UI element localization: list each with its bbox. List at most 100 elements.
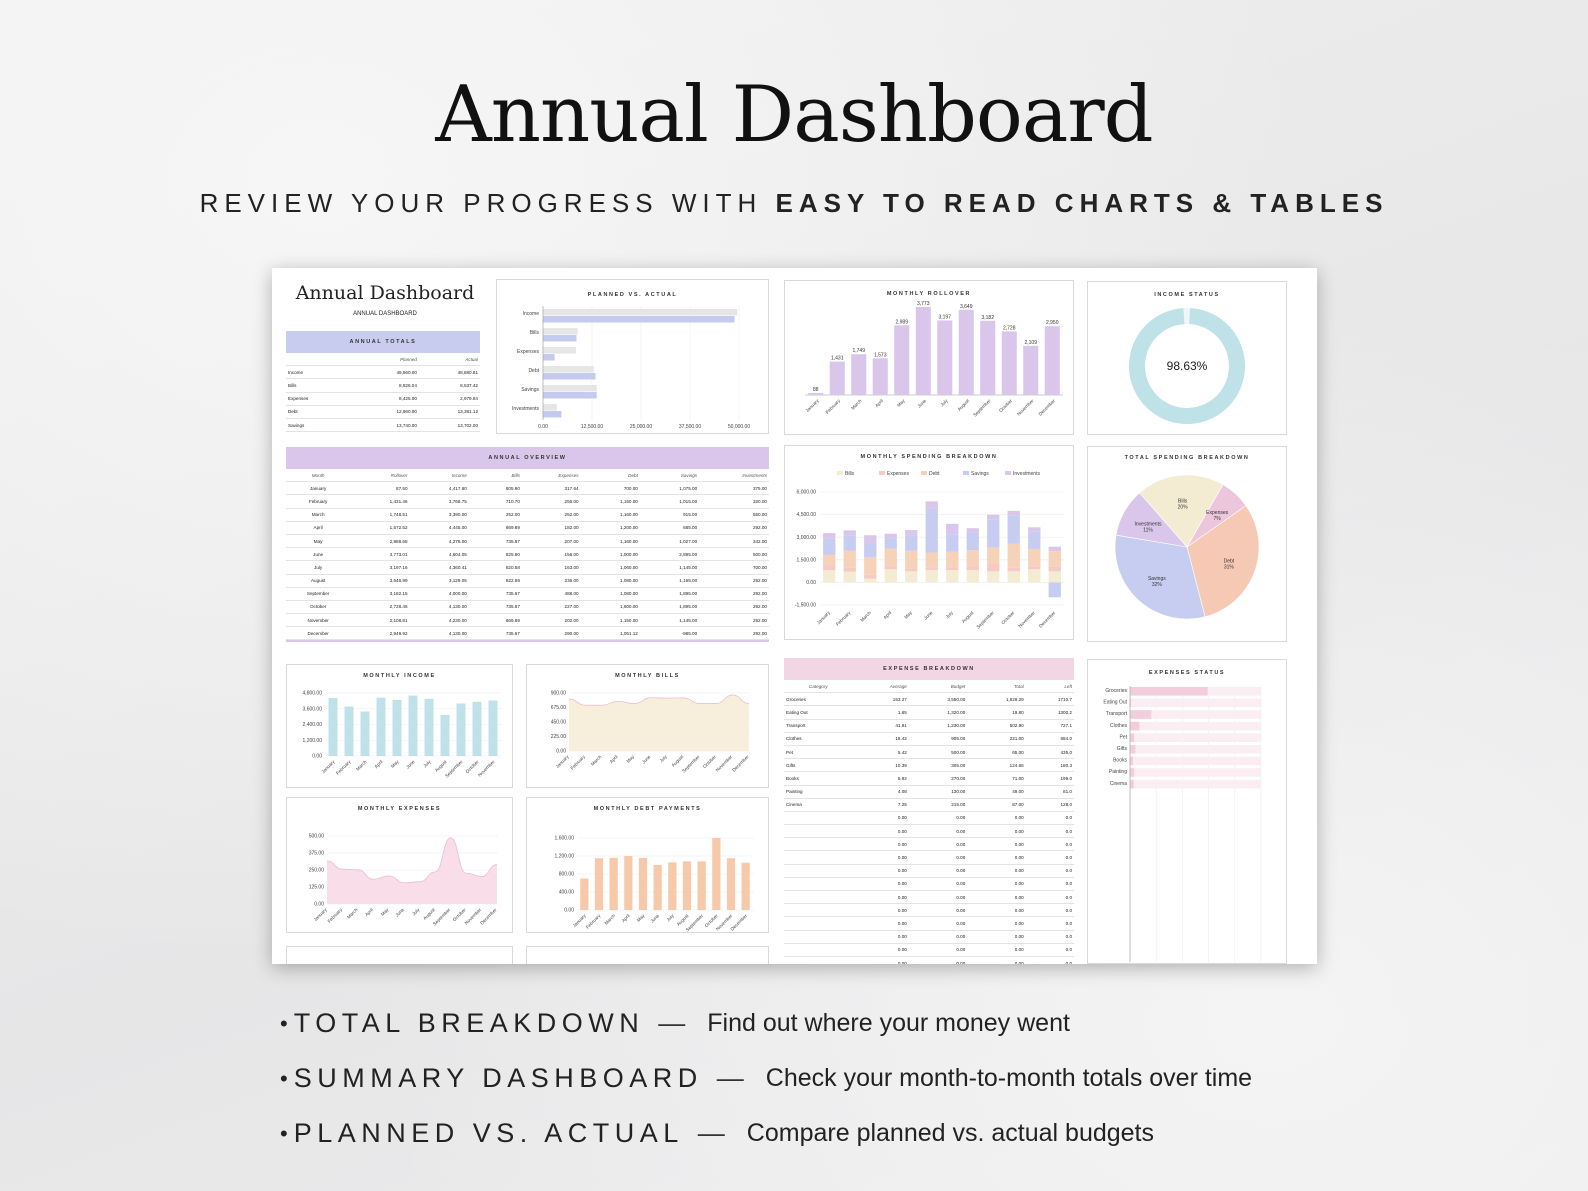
msb-category-label: April — [882, 610, 892, 620]
annual-totals-row: Investments3,504.004,702.00 — [286, 431, 480, 433]
mro-data-label: 2,950 — [1046, 320, 1059, 326]
msb-category-label: May — [903, 610, 913, 620]
msb-bar-segment — [864, 578, 877, 583]
annual-overview-row: May 2,988.68 4,276.00 735.67 207.00 1,160.00 1… — [286, 534, 769, 549]
msb-bar-segment — [1007, 543, 1020, 568]
at-planned: 13,740.00 — [357, 418, 419, 433]
me-tick-label: 125.00 — [309, 885, 325, 891]
mi-bar — [424, 698, 434, 756]
mb-tick-label: 0.00 — [556, 749, 566, 755]
ao-cell: 1,895.00 — [639, 587, 700, 601]
mi-tick-label: 2,400.00 — [303, 722, 323, 728]
mb-category-label: May — [625, 754, 635, 764]
eb-cell: 500.00 — [908, 745, 968, 760]
tsb-slice — [1139, 474, 1224, 548]
pva-category-label: Savings — [521, 387, 539, 393]
eb-cell: 0.0 — [1025, 943, 1074, 957]
msb-bar-segment — [823, 533, 836, 539]
ao-header: Income — [409, 469, 469, 483]
msb-legend-swatch — [921, 471, 927, 475]
eb-cell: 19.80 — [967, 705, 1026, 720]
tsb-slice-label: Expenses — [1206, 510, 1228, 516]
monthly-rollover-title: MONTHLY ROLLOVER — [886, 291, 972, 297]
ao-cell: 252.00 — [468, 508, 522, 522]
pva-tick-label: 25,000.00 — [630, 424, 652, 430]
pva-bar — [543, 411, 562, 418]
ao-total-cell: 13,702.00 — [639, 639, 700, 642]
msb-legend-label: Debt — [929, 471, 940, 477]
ao-cell: 375.00 — [699, 481, 769, 496]
eb-cell: 0.00 — [908, 890, 968, 905]
mi-bar — [472, 701, 482, 756]
mro-data-label: 3,197 — [938, 314, 951, 320]
eb-cell: 81.0 — [1025, 785, 1074, 799]
feature-key: PLANNED VS. ACTUAL — [293, 1118, 684, 1148]
eb-cell — [784, 943, 853, 957]
eb-cell: 727.1 — [1025, 719, 1074, 733]
msb-bar-segment — [946, 534, 959, 552]
ao-cell: 4,276.00 — [409, 534, 469, 549]
msb-legend-swatch — [879, 471, 885, 475]
eb-cell: 71.00 — [967, 771, 1026, 786]
eb-cell: 305.00 — [908, 758, 968, 773]
ao-cell: 1,160.00 — [580, 508, 640, 522]
msb-tick-label: 4,500.00 — [797, 512, 817, 518]
ao-cell: 1,431.46 — [350, 494, 410, 509]
eb-cell: 0.00 — [852, 877, 909, 892]
at-h2: Actual — [418, 353, 480, 367]
ao-cell: 3,182.15 — [350, 587, 410, 601]
md-bar — [697, 861, 706, 910]
md-category-label: April — [621, 913, 631, 923]
ao-cell: 1,027.00 — [639, 534, 700, 549]
msb-category-label: July — [945, 610, 955, 620]
tsb-slice — [1114, 534, 1206, 620]
msb-bar-segment — [843, 567, 856, 572]
ao-cell: 3,197.16 — [350, 560, 410, 575]
annual-overview-title: ANNUAL OVERVIEW — [286, 447, 769, 469]
eb-cell: 4.08 — [852, 785, 909, 799]
ao-total-cell: 2,979.84 — [521, 639, 581, 642]
income-status-card: INCOME STATUS 98.63% — [1087, 281, 1287, 435]
ao-total-cell: 13,381.12 — [580, 639, 640, 642]
expense-row: Cinema 7.25 215.00 87.00 128.0 — [784, 798, 1074, 812]
eb-cell: 0.0 — [1025, 956, 1074, 964]
me-tick-label: 500.00 — [309, 834, 325, 840]
pva-category-label: Debt — [528, 368, 539, 374]
ao-cell: 1,080.00 — [580, 574, 640, 588]
mro-category-label: July — [939, 398, 949, 408]
eb-cell: 0.00 — [967, 877, 1026, 892]
msb-category-label: June — [923, 610, 934, 621]
eb-cell: 5.92 — [852, 771, 909, 786]
eb-cell — [784, 824, 853, 839]
md-tick-label: 1,200.00 — [555, 854, 575, 860]
mi-category-label: March — [355, 759, 368, 772]
ao-cell: 292.00 — [699, 600, 769, 615]
ao-cell: 4,130.00 — [409, 626, 469, 641]
md-bar — [638, 857, 648, 910]
monthly-debt-title: MONTHLY DEBT PAYMENTS — [593, 806, 702, 812]
msb-bar-segment — [966, 532, 979, 551]
msb-legend-label: Investments — [1013, 471, 1040, 477]
mb-category-label: July — [659, 754, 669, 764]
mro-category-label: September — [972, 398, 992, 418]
annual-overview-row: December 2,949.92 4,130.00 735.67 290.00 1,05… — [286, 626, 769, 641]
md-bar — [609, 857, 618, 910]
mro-data-label: 1,573 — [874, 352, 887, 358]
mi-bar — [328, 698, 338, 756]
mb-category-label: June — [641, 754, 652, 765]
mro-bar — [1001, 331, 1017, 395]
mi-tick-label: 3,600.00 — [303, 706, 323, 712]
expense-row: Groceries 153.27 3,550.00 1,829.29 1710.7 — [784, 692, 1074, 707]
me-category-label: May — [380, 907, 390, 917]
ao-cell: 256.00 — [521, 494, 581, 509]
pva-bar — [543, 392, 597, 399]
mro-category-label: May — [896, 398, 906, 408]
eb-cell: 0.0 — [1025, 864, 1074, 878]
ao-cell: 4,130.00 — [409, 600, 469, 615]
ao-cell: May — [286, 534, 351, 549]
mi-category-label: August — [434, 759, 448, 773]
mro-data-label: 3,649 — [960, 304, 973, 310]
eb-header: Total — [967, 680, 1026, 694]
expense-breakdown-title: EXPENSE BREAKDOWN — [784, 658, 1074, 680]
msb-bar-segment — [884, 569, 897, 583]
